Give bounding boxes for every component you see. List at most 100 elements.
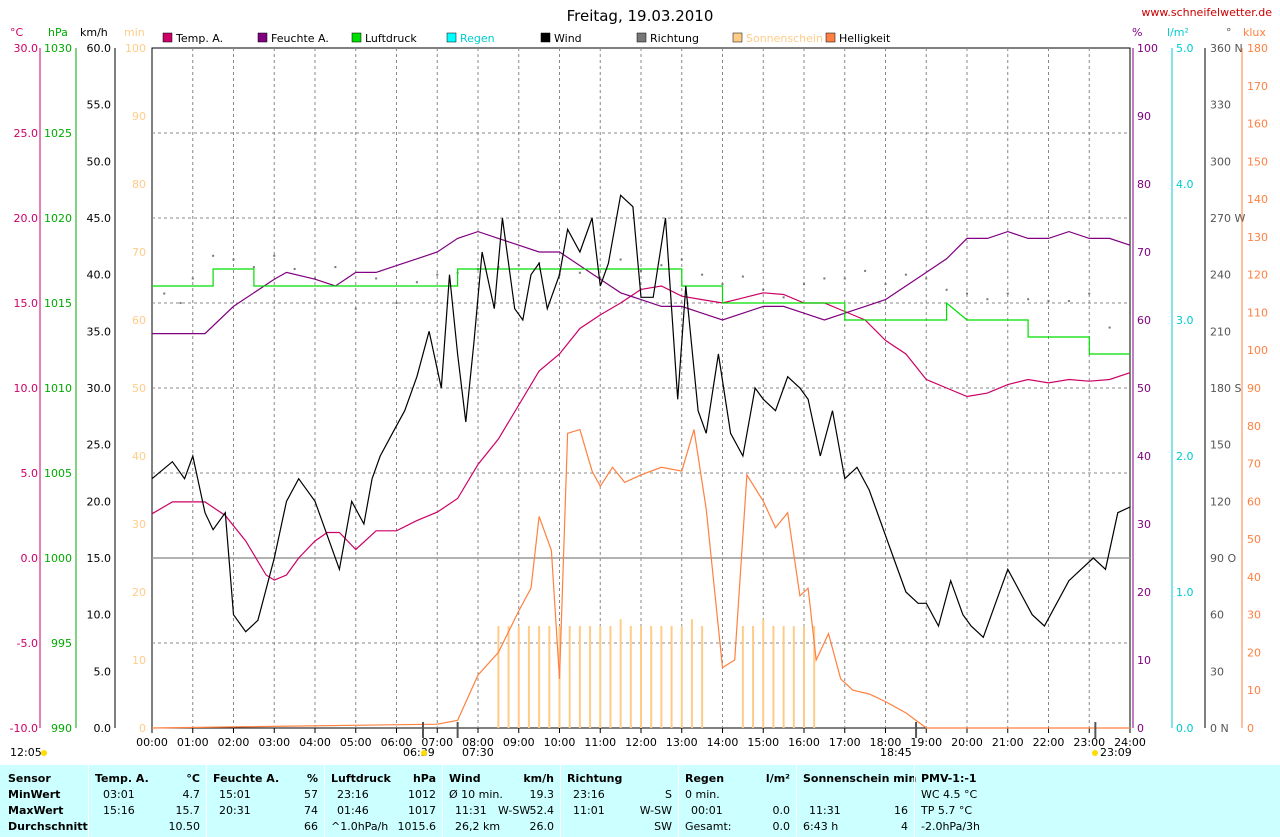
- wind-min-label: Ø 10 min.: [449, 788, 503, 801]
- minwert-label: MinWert: [8, 788, 61, 801]
- direction-dot: [395, 302, 398, 304]
- rain-column: Regen l/m² 0 min. 00:01 0.0 Gesamt: 0.0: [678, 765, 796, 837]
- direction-dot: [1067, 300, 1070, 303]
- axis-tick-label: 70: [132, 246, 146, 259]
- axis-tick-label: 20.0: [14, 212, 39, 225]
- axis-tick-label: 80: [1247, 420, 1261, 433]
- humidity-max-value: 74: [304, 804, 318, 817]
- x-tick-label: 00:00: [136, 736, 168, 749]
- direction-dot: [179, 302, 182, 304]
- sunshine-header: Sonnenschein min: [803, 772, 917, 785]
- axis-tick-label: -10.0: [10, 722, 38, 735]
- sunrise-label: 06:39: [403, 746, 435, 759]
- wind-distance: 26,2 km: [455, 820, 501, 833]
- direction-dot: [436, 273, 439, 276]
- legend-label: Regen: [460, 32, 495, 45]
- axis-tick-label: 330: [1210, 99, 1231, 112]
- axis-tick-label: 30: [1247, 609, 1261, 622]
- temp-line: [151, 285, 1131, 581]
- axis-tick-label: 1015: [44, 297, 72, 310]
- direction-dot: [252, 266, 255, 269]
- direction-dot: [1108, 326, 1111, 329]
- chart-title: Freitag, 19.03.2010: [567, 7, 714, 25]
- x-tick-label: 05:00: [340, 736, 372, 749]
- axis-tick-label: 0.0: [1176, 722, 1194, 735]
- direction-avg-value: SW: [654, 820, 672, 833]
- x-tick-label: 11:00: [584, 736, 616, 749]
- direction-max-time: 11:01: [573, 804, 605, 817]
- wind-max-direction: W-SW: [498, 804, 531, 817]
- direction-dot: [701, 273, 704, 276]
- direction-dot: [1129, 311, 1131, 314]
- direction-dot: [925, 277, 928, 280]
- axis-tick-label: 60: [1210, 609, 1224, 622]
- direction-dot: [1047, 300, 1050, 303]
- axis-tick-label: 5.0: [1176, 42, 1194, 55]
- sunshine-total-label: 6:43 h: [803, 820, 839, 833]
- axis-tick-label: 55.0: [87, 99, 112, 112]
- x-tick-label: 13:00: [666, 736, 698, 749]
- axis-tick-label: 2.0: [1176, 450, 1194, 463]
- axis-tick-label: 130: [1247, 231, 1268, 244]
- legend-swatch: [446, 32, 457, 43]
- axis-tick-label: 3.0: [1176, 314, 1194, 327]
- wind-avg-value: 26.0: [529, 820, 555, 833]
- axis-tick-label: 0: [139, 722, 146, 735]
- direction-column: Richtung 23:16 S 11:01 W-SW SW: [560, 765, 678, 837]
- axis-tick-label: -5.0: [17, 637, 38, 650]
- direction-dot: [782, 296, 785, 299]
- moon-label: 23:09: [1100, 746, 1132, 759]
- x-tick-label: 06:00: [381, 736, 413, 749]
- legend-label: Temp. A.: [175, 32, 223, 45]
- temp-min-value: 4.7: [182, 788, 201, 801]
- sensor-column: Sensor MinWert MaxWert Durchschnitt: [0, 765, 88, 837]
- axis-tick-label: 20: [132, 586, 146, 599]
- direction-dot: [864, 269, 867, 272]
- axis-tick-label: 50.0: [87, 155, 112, 168]
- legend-swatch: [351, 32, 362, 43]
- axis-tick-label: 20: [1247, 646, 1261, 659]
- axis-tick-label: 30: [1210, 665, 1224, 678]
- temp-avg-value: 10.50: [168, 820, 201, 833]
- humidity-min-value: 57: [304, 788, 318, 801]
- temp-max-time: 15:16: [103, 804, 135, 817]
- x-tick-label: 07:00: [421, 736, 453, 749]
- axis-tick-label: 140: [1247, 193, 1268, 206]
- legend-label: Wind: [554, 32, 582, 45]
- axis-tick-label: 100: [1137, 42, 1158, 55]
- x-tick-label: 20:00: [951, 736, 983, 749]
- axis-tick-label: 150: [1247, 155, 1268, 168]
- axis-tick-label: 40: [132, 450, 146, 463]
- direction-dot: [966, 292, 968, 295]
- axis-unit-label: %: [1132, 26, 1142, 39]
- axis-tick-label: 70: [1137, 246, 1151, 259]
- humidity-max-time: 20:31: [219, 804, 251, 817]
- stats-footer: Sensor MinWert MaxWert Durchschnitt Temp…: [0, 765, 1280, 837]
- pressure-avg-value: 1015.6: [397, 820, 437, 833]
- temp-unit: °C: [186, 772, 200, 785]
- direction-dot: [293, 268, 296, 270]
- axis-tick-label: 0 N: [1210, 722, 1229, 735]
- direction-dot: [334, 266, 337, 269]
- sunshine-max-time: 11:31: [809, 804, 841, 817]
- axis-tick-label: 90: [1247, 382, 1261, 395]
- direction-dot: [843, 277, 846, 280]
- left-sun-icon: [41, 750, 47, 756]
- legend-swatch: [162, 32, 173, 43]
- site-url[interactable]: www.schneifelwetter.de: [1141, 6, 1272, 19]
- temp-header: Temp. A.: [95, 772, 149, 785]
- sensor-header: Sensor: [8, 772, 51, 785]
- brightness-line: [151, 428, 1130, 729]
- x-tick-label: 17:00: [829, 736, 861, 749]
- pressure-line: [152, 268, 1130, 355]
- legend-label: Feuchte A.: [271, 32, 329, 45]
- legend-swatch: [732, 32, 743, 43]
- sunrise-icon: [421, 750, 427, 756]
- axis-tick-label: 40.0: [87, 269, 112, 282]
- axis-tick-label: 0: [1247, 722, 1254, 735]
- axis-tick-label: 80: [1137, 178, 1151, 191]
- pmv-column: PMV-1:-1 WC 4.5 °C TP 5.7 °C -2.0hPa/3h: [914, 765, 1280, 837]
- axes: 30.025.020.015.010.05.00.0-5.0-10.0°C103…: [10, 26, 1268, 749]
- grid: [151, 47, 1131, 729]
- maxwert-label: MaxWert: [8, 804, 64, 817]
